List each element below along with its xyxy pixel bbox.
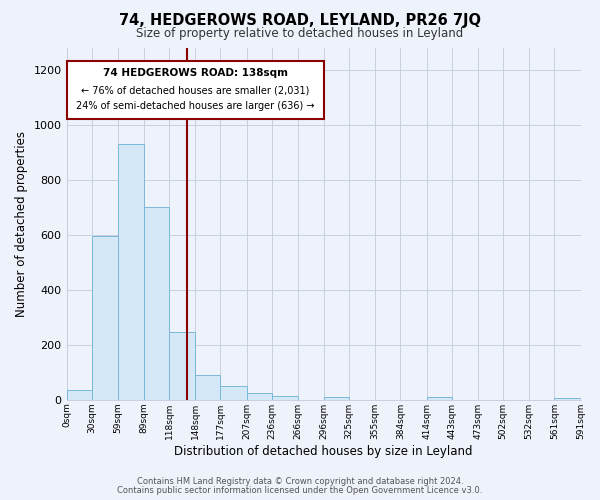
Text: Contains public sector information licensed under the Open Government Licence v3: Contains public sector information licen… — [118, 486, 482, 495]
Bar — [92, 236, 118, 400]
Bar — [554, 398, 581, 400]
Text: Size of property relative to detached houses in Leyland: Size of property relative to detached ho… — [136, 28, 464, 40]
X-axis label: Distribution of detached houses by size in Leyland: Distribution of detached houses by size … — [174, 444, 473, 458]
Text: ← 76% of detached houses are smaller (2,031): ← 76% of detached houses are smaller (2,… — [81, 85, 310, 95]
Bar — [220, 386, 247, 400]
Bar — [195, 375, 220, 400]
Text: 24% of semi-detached houses are larger (636) →: 24% of semi-detached houses are larger (… — [76, 102, 314, 112]
Bar — [247, 393, 272, 400]
Text: 74, HEDGEROWS ROAD, LEYLAND, PR26 7JQ: 74, HEDGEROWS ROAD, LEYLAND, PR26 7JQ — [119, 12, 481, 28]
Bar — [67, 390, 92, 400]
Text: 74 HEDGEROWS ROAD: 138sqm: 74 HEDGEROWS ROAD: 138sqm — [103, 68, 288, 78]
Y-axis label: Number of detached properties: Number of detached properties — [15, 130, 28, 316]
Bar — [427, 397, 452, 400]
Bar — [324, 397, 349, 400]
Bar — [272, 396, 298, 400]
Bar — [144, 207, 169, 400]
Bar — [118, 144, 144, 400]
Text: Contains HM Land Registry data © Crown copyright and database right 2024.: Contains HM Land Registry data © Crown c… — [137, 477, 463, 486]
FancyBboxPatch shape — [67, 62, 324, 119]
Bar — [169, 332, 195, 400]
